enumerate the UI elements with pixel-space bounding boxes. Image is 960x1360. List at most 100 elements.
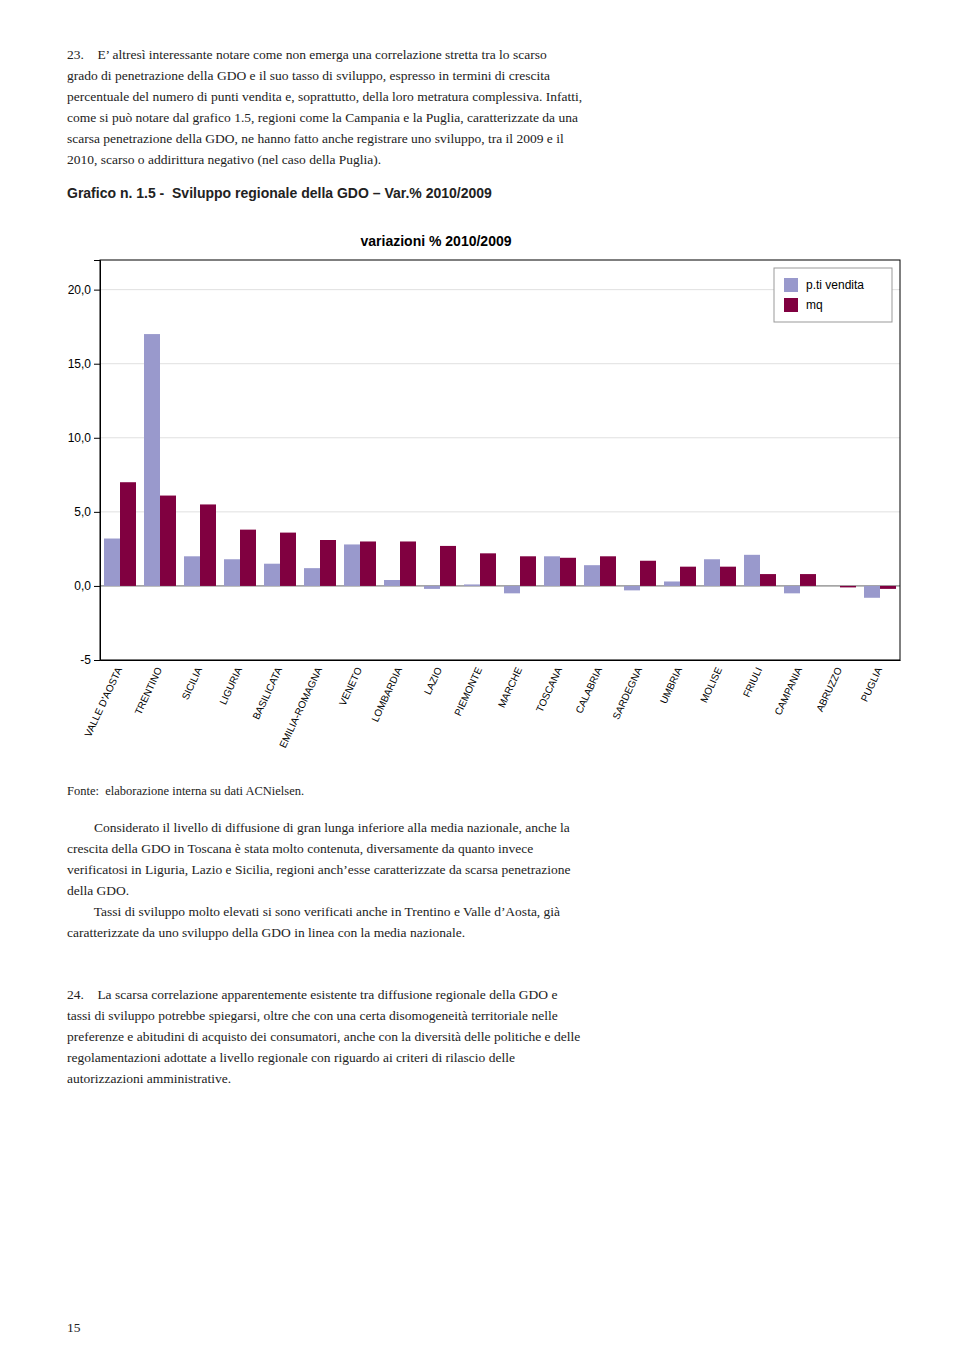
tick: EMILIA-ROMAGNA xyxy=(277,665,324,750)
tick: CALABRIA xyxy=(573,665,604,715)
tick-label: LOMBARDIA xyxy=(369,665,404,723)
tick: PIEMONTE xyxy=(452,665,484,717)
tick: UMBRIA xyxy=(658,665,685,705)
bar-series xyxy=(120,482,896,589)
tick: TOSCANA xyxy=(534,665,564,714)
tick: 5,0 xyxy=(74,505,100,519)
x-axis: VALLE D'AOSTA TRENTINO SICILIA LIGURIABASIL… xyxy=(82,661,900,750)
grid-line xyxy=(100,437,900,438)
tick: CAMPANIA xyxy=(772,665,804,717)
tick-label: VALLE D'AOSTA xyxy=(82,665,124,738)
bar xyxy=(664,581,680,585)
bar xyxy=(840,586,856,587)
tick-label: LIGURIA xyxy=(217,665,244,706)
tick-label: UMBRIA xyxy=(658,665,685,705)
tick: LIGURIA xyxy=(217,665,244,706)
tick: MARCHE xyxy=(496,665,524,709)
tick-label: 10,0 xyxy=(68,431,92,445)
bar xyxy=(104,539,120,586)
bar xyxy=(784,586,800,593)
tick-label: CALABRIA xyxy=(573,665,604,715)
tick: VENETO xyxy=(337,665,364,707)
tick-label: PUGLIA xyxy=(859,665,885,703)
tick-label: FRIULI xyxy=(741,665,764,698)
bar xyxy=(320,540,336,586)
bar xyxy=(160,496,176,586)
paragraph: Considerato il livello di diffusione di … xyxy=(67,818,570,944)
tick-label: TRENTINO xyxy=(133,665,165,716)
bar xyxy=(504,586,520,593)
tick: 20,0 xyxy=(68,283,100,297)
tick: LAZIO xyxy=(422,665,444,696)
grid xyxy=(100,290,900,660)
bar xyxy=(800,574,816,586)
bar xyxy=(224,559,240,586)
tick: TRENTINO xyxy=(133,665,165,716)
bar xyxy=(680,567,696,586)
tick-label: 20,0 xyxy=(68,283,92,297)
tick: BASILICATA xyxy=(250,665,284,721)
legend: p.ti vendita mq xyxy=(774,268,892,322)
tick-label: CAMPANIA xyxy=(772,665,804,717)
bar xyxy=(344,544,360,585)
source-note: Fonte: elaborazione interna su dati ACNi… xyxy=(67,782,304,801)
legend-box xyxy=(774,268,892,322)
bar xyxy=(464,584,480,585)
tick-mark xyxy=(94,586,100,587)
tick-label: EMILIA-ROMAGNA xyxy=(277,665,324,750)
bar xyxy=(400,541,416,585)
legend-item: mq xyxy=(784,298,823,312)
tick: ABRUZZO xyxy=(814,665,844,713)
tick: PUGLIA xyxy=(859,665,885,703)
legend-swatch xyxy=(784,298,798,312)
tick-label: -5 xyxy=(80,653,91,667)
tick: FRIULI xyxy=(741,665,764,698)
bar xyxy=(304,568,320,586)
bar xyxy=(144,334,160,586)
tick-label: 15,0 xyxy=(68,357,92,371)
paragraph: 24. La scarsa correlazione apparentement… xyxy=(67,985,580,1090)
tick-mark xyxy=(94,512,100,513)
tick: SICILIA xyxy=(180,665,205,701)
bar xyxy=(384,580,400,586)
tick: 10,0 xyxy=(68,431,100,445)
tick: LOMBARDIA xyxy=(369,665,404,723)
tick: 0,0 xyxy=(74,579,100,593)
page-number: 15 xyxy=(67,1318,912,1339)
tick-mark xyxy=(94,364,100,365)
bar xyxy=(200,504,216,585)
bar xyxy=(280,533,296,586)
chart: -5 0,0 5,0 10,0 15,0 20,0 VALLE D'AOSTA TRENTIN… xyxy=(0,210,960,770)
bar xyxy=(760,574,776,586)
tick: 15,0 xyxy=(68,357,100,371)
bars xyxy=(104,334,896,598)
bar xyxy=(480,553,496,586)
bar xyxy=(120,482,136,586)
tick-label: ABRUZZO xyxy=(814,665,844,713)
bar xyxy=(624,586,640,590)
bar xyxy=(880,586,896,589)
grid-line xyxy=(100,511,900,512)
tick-label: BASILICATA xyxy=(250,665,284,721)
tick-label: MOLISE xyxy=(698,665,724,704)
bar xyxy=(560,558,576,586)
tick-mark xyxy=(94,438,100,439)
chart-title: Grafico n. 1.5 - Sviluppo regionale dell… xyxy=(67,185,492,201)
bar xyxy=(720,567,736,586)
chart-subtitle: variazioni % 2010/2009 xyxy=(361,233,512,249)
tick-label: SARDEGNA xyxy=(610,665,644,721)
legend-item: p.ti vendita xyxy=(784,278,864,292)
tick-label: LAZIO xyxy=(422,665,444,696)
tick-mark xyxy=(94,290,100,291)
bar xyxy=(704,559,720,586)
grid-line xyxy=(100,363,900,364)
tick-label: PIEMONTE xyxy=(452,665,484,717)
tick: MOLISE xyxy=(698,665,724,704)
bar xyxy=(424,586,440,589)
bar xyxy=(544,556,560,586)
legend-swatch xyxy=(784,278,798,292)
bar xyxy=(600,556,616,586)
bar xyxy=(440,546,456,586)
axis-line xyxy=(94,261,101,661)
legend-label: p.ti vendita xyxy=(806,278,864,292)
